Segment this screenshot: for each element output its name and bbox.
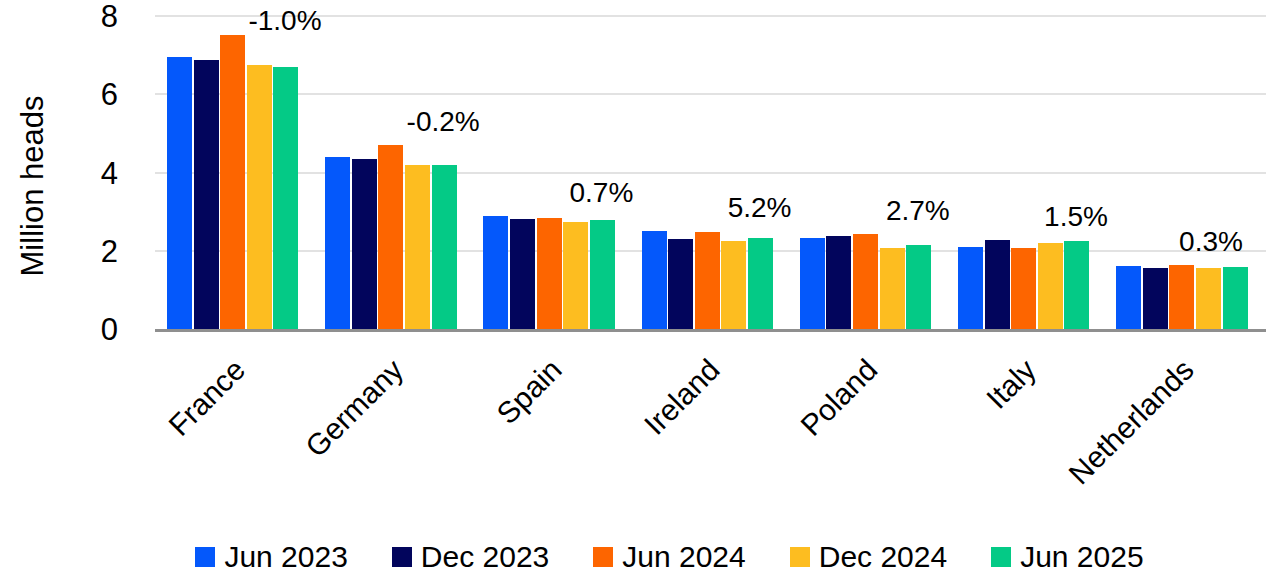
annotation-italy: 1.5% xyxy=(1044,200,1108,234)
bar-jun-2023-germany xyxy=(325,157,350,329)
bar-jun-2025-ireland xyxy=(748,238,773,329)
gridline xyxy=(155,93,1266,95)
legend-label: Jun 2024 xyxy=(622,539,745,575)
x-category-label-ireland: Ireland xyxy=(637,352,727,442)
annotation-france: -1.0% xyxy=(248,4,321,38)
bar-jun-2025-spain xyxy=(590,220,615,329)
x-category-label-spain: Spain xyxy=(489,352,569,432)
legend-swatch-jun-2023 xyxy=(195,547,215,567)
bar-dec-2024-italy xyxy=(1038,243,1063,329)
bar-dec-2024-poland xyxy=(880,248,905,329)
x-category-label-poland: Poland xyxy=(794,352,886,444)
bar-dec-2024-germany xyxy=(405,165,430,329)
annotation-poland: 2.7% xyxy=(886,194,950,228)
legend: Jun 2023 Dec 2023 Jun 2024 Dec 2024 Jun 2025 xyxy=(56,539,1283,575)
x-category-label-france: France xyxy=(161,352,252,443)
bar-dec-2023-germany xyxy=(352,159,377,329)
bar-jun-2024-germany xyxy=(378,145,403,329)
gridline xyxy=(155,15,1266,17)
bar-jun-2025-germany xyxy=(432,165,457,329)
legend-item-jun-2025: Jun 2025 xyxy=(991,539,1143,575)
bar-jun-2023-ireland xyxy=(642,231,667,329)
gridline xyxy=(155,172,1266,174)
annotation-ireland: 5.2% xyxy=(728,191,792,225)
legend-item-dec-2024: Dec 2024 xyxy=(790,539,947,575)
chart-canvas: Million heads 02468-1.0%France-0.2%Germa… xyxy=(0,0,1283,587)
legend-label: Dec 2024 xyxy=(819,539,947,575)
x-axis-line xyxy=(155,329,1266,332)
bar-dec-2023-france xyxy=(194,60,219,329)
bar-jun-2023-poland xyxy=(800,238,825,329)
x-category-label-germany: Germany xyxy=(298,352,411,465)
legend-label: Dec 2023 xyxy=(421,539,549,575)
bar-jun-2024-italy xyxy=(1011,248,1036,329)
bar-jun-2025-france xyxy=(273,67,298,329)
bar-jun-2024-spain xyxy=(537,218,562,329)
y-tick-label: 6 xyxy=(40,76,118,114)
annotation-netherlands: 0.3% xyxy=(1179,225,1243,259)
y-tick-label: 0 xyxy=(40,311,118,349)
bar-dec-2023-ireland xyxy=(668,239,693,329)
legend-swatch-jun-2025 xyxy=(991,547,1011,567)
bar-jun-2024-france xyxy=(220,35,245,329)
bar-dec-2024-france xyxy=(247,65,272,329)
legend-swatch-jun-2024 xyxy=(593,547,613,567)
bar-dec-2023-spain xyxy=(510,219,535,329)
legend-label: Jun 2025 xyxy=(1020,539,1143,575)
bar-dec-2024-netherlands xyxy=(1196,268,1221,329)
bar-jun-2025-netherlands xyxy=(1223,267,1248,329)
legend-label: Jun 2023 xyxy=(224,539,347,575)
legend-swatch-dec-2023 xyxy=(392,547,412,567)
bar-jun-2024-ireland xyxy=(695,232,720,329)
bar-jun-2024-poland xyxy=(853,234,878,329)
legend-item-dec-2023: Dec 2023 xyxy=(392,539,549,575)
legend-swatch-dec-2024 xyxy=(790,547,810,567)
bar-dec-2024-ireland xyxy=(721,241,746,329)
annotation-spain: 0.7% xyxy=(569,176,633,210)
y-tick-label: 8 xyxy=(40,0,118,36)
bar-dec-2023-italy xyxy=(985,240,1010,329)
bar-dec-2024-spain xyxy=(563,222,588,329)
x-category-label-italy: Italy xyxy=(979,352,1043,416)
bar-jun-2023-spain xyxy=(483,216,508,329)
annotation-germany: -0.2% xyxy=(407,105,480,139)
y-tick-label: 4 xyxy=(40,155,118,193)
legend-item-jun-2023: Jun 2023 xyxy=(195,539,347,575)
bar-jun-2025-poland xyxy=(906,245,931,329)
bar-dec-2023-netherlands xyxy=(1143,268,1168,329)
bar-jun-2025-italy xyxy=(1064,241,1089,329)
bar-jun-2023-netherlands xyxy=(1116,266,1141,329)
legend-item-jun-2024: Jun 2024 xyxy=(593,539,745,575)
bar-jun-2024-netherlands xyxy=(1169,265,1194,329)
bar-dec-2023-poland xyxy=(826,236,851,329)
bar-jun-2023-italy xyxy=(958,247,983,329)
x-category-label-netherlands: Netherlands xyxy=(1062,352,1202,492)
bar-jun-2023-france xyxy=(167,57,192,329)
y-tick-label: 2 xyxy=(40,233,118,271)
